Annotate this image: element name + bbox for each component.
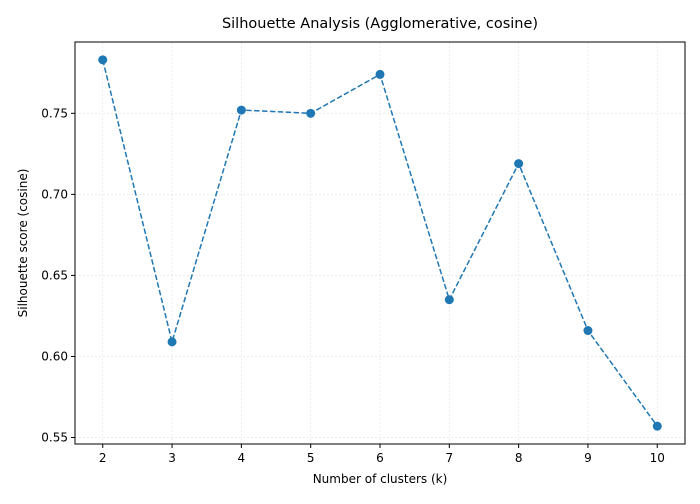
y-axis-label: Silhouette score (cosine) bbox=[16, 169, 30, 318]
x-axis-ticks: 2 3 4 5 6 7 8 9 10 bbox=[99, 444, 665, 465]
data-point bbox=[514, 159, 524, 169]
x-axis-label: Number of clusters (k) bbox=[313, 472, 448, 486]
grid bbox=[75, 42, 685, 444]
x-tick-label: 7 bbox=[445, 451, 453, 465]
y-tick-label: 0.65 bbox=[41, 268, 68, 282]
y-axis-ticks: 0.55 0.60 0.65 0.70 0.75 bbox=[41, 106, 75, 445]
chart-title: Silhouette Analysis (Agglomerative, cosi… bbox=[222, 16, 538, 32]
x-tick-label: 5 bbox=[307, 451, 315, 465]
y-tick-label: 0.60 bbox=[41, 349, 68, 363]
data-point bbox=[583, 326, 593, 336]
x-tick-label: 6 bbox=[376, 451, 384, 465]
y-tick-label: 0.70 bbox=[41, 187, 68, 201]
data-point bbox=[98, 55, 108, 65]
data-point bbox=[375, 69, 385, 79]
series-group bbox=[98, 55, 662, 431]
x-tick-label: 2 bbox=[99, 451, 107, 465]
y-tick-label: 0.75 bbox=[41, 106, 68, 120]
x-tick-label: 10 bbox=[650, 451, 665, 465]
data-point bbox=[444, 295, 454, 305]
data-point bbox=[236, 105, 246, 115]
y-tick-label: 0.55 bbox=[41, 431, 68, 445]
x-tick-label: 4 bbox=[238, 451, 246, 465]
x-tick-label: 9 bbox=[584, 451, 592, 465]
data-point bbox=[167, 337, 177, 347]
x-tick-label: 8 bbox=[515, 451, 523, 465]
data-point bbox=[652, 421, 662, 431]
data-point bbox=[306, 108, 316, 118]
x-tick-label: 3 bbox=[168, 451, 176, 465]
